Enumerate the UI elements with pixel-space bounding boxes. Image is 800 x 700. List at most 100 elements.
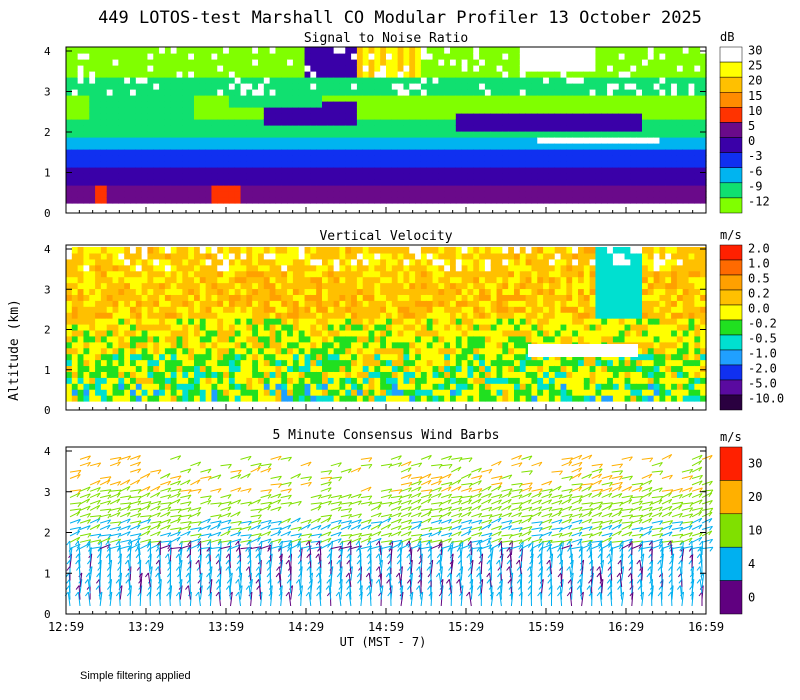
heatmap-cell [89,276,96,284]
heatmap-cell [240,389,247,396]
colorbar-label: 25 [748,59,762,73]
heatmap-cell [420,282,428,290]
heatmap-cell [496,294,503,301]
heatmap-cell [665,113,672,120]
heatmap-cell [194,71,201,78]
heatmap-cell [118,95,125,102]
heatmap-cell [572,179,579,186]
heatmap-cell [182,329,189,337]
heatmap-cell [199,197,207,204]
heatmap-cell [66,252,73,260]
heatmap-cell [322,312,329,319]
heatmap-cell [71,107,79,114]
heatmap-cell [415,113,422,120]
heatmap-cell [391,270,399,278]
heatmap-cell [578,65,585,72]
heatmap-cell [246,389,253,396]
heatmap-cell [432,161,439,168]
heatmap-cell [548,167,556,174]
heatmap-cell [106,89,114,96]
heatmap-cell [531,119,538,126]
heatmap-cell [281,161,288,168]
heatmap-cell [66,149,73,156]
heatmap-cell [479,258,486,266]
heatmap-cell [409,247,416,254]
heatmap-cell [409,359,416,367]
heatmap-cell [246,270,253,278]
heatmap-cell [95,119,102,126]
heatmap-cell [287,197,294,204]
heatmap-cell [327,71,335,78]
heatmap-cell [595,167,602,174]
heatmap-cell [636,131,643,138]
heatmap-cell [665,185,672,192]
heatmap-cell [665,191,672,198]
heatmap-cell [333,282,341,290]
heatmap-cell [653,149,661,156]
heatmap-cell [502,53,509,60]
heatmap-cell [211,119,218,126]
heatmap-cell [467,53,474,60]
heatmap-cell [141,306,149,313]
heatmap-cell [624,173,631,180]
heatmap-cell [100,131,108,138]
heatmap-cell [234,247,242,254]
heatmap-cell [124,65,131,72]
heatmap-cell [351,258,358,266]
heatmap-cell [461,71,469,78]
heatmap-cell [141,329,149,337]
heatmap-cell [333,341,341,349]
heatmap-cell [467,341,474,349]
heatmap-cell [374,365,381,372]
heatmap-cell [199,59,207,66]
heatmap-cell [252,101,259,108]
heatmap-cell [642,119,649,126]
heatmap-cell [263,306,271,313]
heatmap-cell [403,119,410,126]
heatmap-cell [391,185,399,192]
heatmap-cell [83,167,90,174]
heatmap-cell [130,59,137,66]
heatmap-cell [252,329,259,337]
heatmap-cell [508,197,515,204]
heatmap-cell [647,197,655,204]
heatmap-cell [153,71,160,78]
heatmap-cell [327,276,335,284]
heatmap-cell [455,77,463,84]
heatmap-cell [444,324,451,331]
heatmap-cell [583,161,591,168]
heatmap-cell [484,359,492,367]
heatmap-cell [234,131,242,138]
heatmap-cell [327,155,335,162]
heatmap-cell [188,312,195,319]
heatmap-cell [298,383,306,390]
heatmap-cell [77,329,85,337]
heatmap-cell [345,155,352,162]
heatmap-cell [211,359,218,367]
heatmap-cell [409,197,416,204]
heatmap-cell [589,113,597,120]
heatmap-cell [217,155,224,162]
heatmap-cell [368,276,375,284]
heatmap-cell [135,95,143,102]
heatmap-cell [333,347,341,355]
heatmap-cell [258,65,265,72]
heatmap-cell [455,83,463,90]
heatmap-cell [601,53,608,60]
heatmap-cell [287,47,294,54]
heatmap-cell [263,383,271,390]
heatmap-cell [164,264,172,272]
heatmap-cell [455,282,463,290]
heatmap-cell [228,65,236,72]
heatmap-cell [566,53,573,60]
heatmap-cell [275,173,282,180]
heatmap-cell [391,288,399,295]
heatmap-cell [514,294,521,301]
heatmap-cell [368,143,375,150]
heatmap-cell [316,276,323,284]
heatmap-cell [118,318,125,325]
heatmap-cell [438,365,445,372]
heatmap-cell [438,137,445,144]
heatmap-cell [153,294,160,301]
heatmap-cell [345,95,352,102]
